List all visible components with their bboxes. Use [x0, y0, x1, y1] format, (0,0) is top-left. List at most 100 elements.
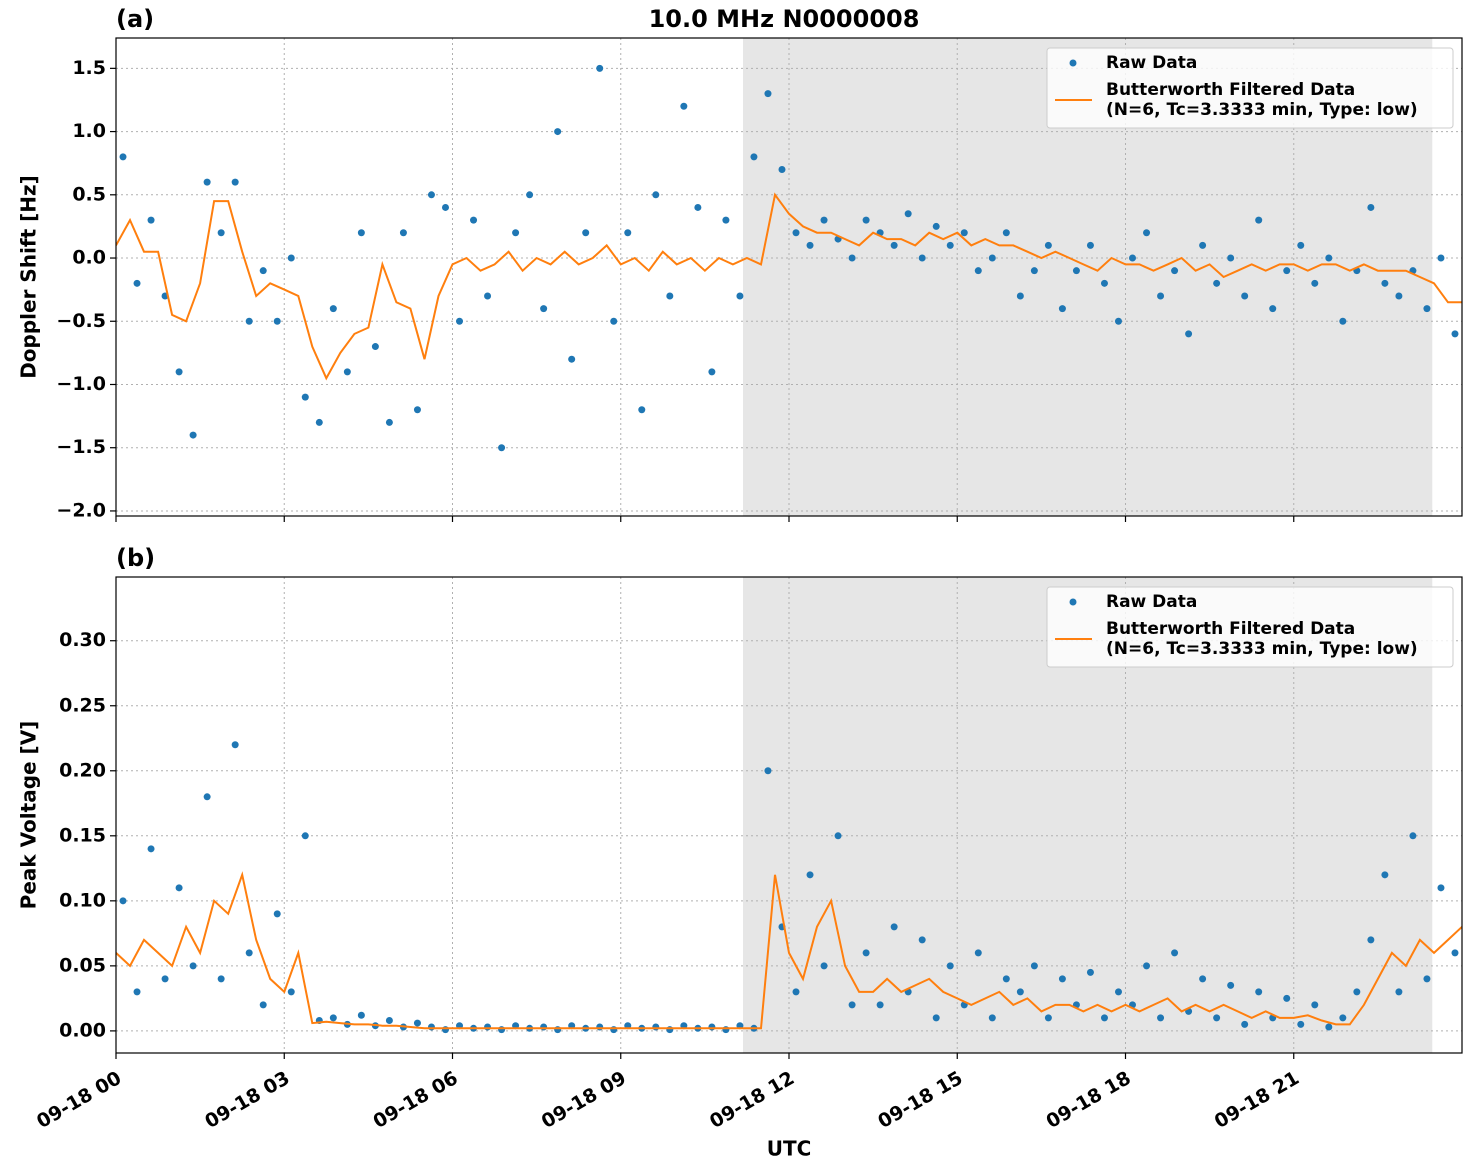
raw-point: [1030, 267, 1038, 275]
raw-point: [161, 975, 169, 983]
plot-area: [116, 741, 1462, 1034]
legend-marker: [1069, 59, 1077, 67]
raw-point: [1395, 292, 1403, 300]
y-tick-label: 0.30: [59, 629, 106, 651]
raw-point: [988, 1014, 996, 1022]
raw-point: [890, 241, 898, 249]
x-axis-label: UTC: [767, 1137, 812, 1161]
panel-label: (b): [116, 544, 155, 572]
y-tick-label: 1.5: [72, 57, 106, 79]
raw-point: [904, 210, 912, 218]
raw-point: [1297, 1020, 1305, 1028]
raw-point: [231, 178, 239, 186]
raw-point: [385, 418, 393, 426]
raw-point: [441, 203, 449, 211]
raw-point: [1143, 962, 1151, 970]
raw-point: [1451, 330, 1459, 338]
raw-point: [1297, 241, 1305, 249]
raw-point: [694, 203, 702, 211]
raw-point: [652, 1023, 660, 1031]
raw-point: [273, 910, 281, 918]
raw-point: [1423, 975, 1431, 983]
legend-label: Butterworth Filtered Data (N=6, Tc=3.3333…: [1106, 619, 1418, 659]
y-axis-label: Peak Voltage [V]: [17, 721, 41, 910]
x-tick-label: 09-18 21: [1211, 1067, 1303, 1133]
plot-frame: [115, 576, 1463, 1054]
raw-point: [974, 949, 982, 957]
raw-point: [1157, 1014, 1165, 1022]
raw-point: [357, 1011, 365, 1019]
plot-area: [116, 64, 1462, 452]
raw-point: [596, 64, 604, 72]
raw-point: [764, 90, 772, 98]
raw-point: [1002, 975, 1010, 983]
raw-point: [988, 254, 996, 262]
raw-point: [456, 317, 464, 325]
raw-point: [175, 884, 183, 892]
raw-point: [1086, 241, 1094, 249]
raw-point: [1353, 988, 1361, 996]
x-tick-label: 09-18 09: [538, 1067, 630, 1133]
x-tick-label: 09-18 15: [874, 1067, 966, 1133]
x-tick-label: 09-18 18: [1042, 1067, 1134, 1133]
raw-point: [484, 292, 492, 300]
raw-point: [778, 166, 786, 174]
raw-point: [1058, 305, 1066, 313]
raw-point: [231, 741, 239, 749]
x-tick-label: 09-18 12: [706, 1067, 798, 1133]
raw-point: [1100, 1014, 1108, 1022]
raw-point: [834, 832, 842, 840]
y-tick-label: 0.25: [59, 694, 106, 716]
y-tick-label: 0.05: [59, 954, 106, 976]
raw-point: [932, 222, 940, 230]
raw-point: [1213, 279, 1221, 287]
raw-point: [932, 1014, 940, 1022]
raw-point: [119, 897, 127, 905]
raw-point: [820, 962, 828, 970]
raw-point: [1283, 267, 1291, 275]
raw-point: [792, 229, 800, 237]
raw-point: [427, 191, 435, 199]
raw-point: [1143, 229, 1151, 237]
raw-point: [1269, 305, 1277, 313]
raw-point: [357, 229, 365, 237]
raw-point: [1100, 279, 1108, 287]
raw-point: [1395, 988, 1403, 996]
raw-point: [301, 393, 309, 401]
raw-point: [862, 949, 870, 957]
raw-point: [1255, 988, 1263, 996]
raw-point: [1030, 962, 1038, 970]
raw-point: [806, 871, 814, 879]
raw-point: [119, 153, 127, 161]
raw-point: [666, 1026, 674, 1034]
x-tick-label: 09-18 00: [33, 1067, 125, 1133]
filtered-line: [116, 192, 1462, 381]
raw-point: [287, 254, 295, 262]
legend-label: Raw Data: [1106, 592, 1197, 612]
raw-point: [1227, 254, 1235, 262]
raw-point: [1227, 981, 1235, 989]
raw-point: [203, 178, 211, 186]
raw-point: [217, 229, 225, 237]
y-tick-label: −2.0: [56, 499, 106, 521]
plot-frame: [115, 37, 1463, 517]
raw-point: [1339, 1014, 1347, 1022]
raw-point: [259, 1001, 267, 1009]
raw-point: [848, 254, 856, 262]
chart-title: 10.0 MHz N0000008: [649, 5, 920, 33]
raw-point: [946, 241, 954, 249]
raw-point: [708, 368, 716, 376]
raw-point: [568, 355, 576, 363]
raw-point: [806, 241, 814, 249]
legend-box: [1046, 586, 1454, 668]
y-tick-label: 0.15: [59, 824, 106, 846]
x-tick-label: 09-18 03: [201, 1067, 293, 1133]
raw-point: [259, 267, 267, 275]
raw-point: [1044, 241, 1052, 249]
legend-label: Butterworth Filtered Data (N=6, Tc=3.3333…: [1106, 80, 1418, 120]
raw-point: [385, 1016, 393, 1024]
y-tick-label: −0.5: [56, 310, 106, 332]
raw-point: [792, 988, 800, 996]
raw-point: [1199, 975, 1207, 983]
